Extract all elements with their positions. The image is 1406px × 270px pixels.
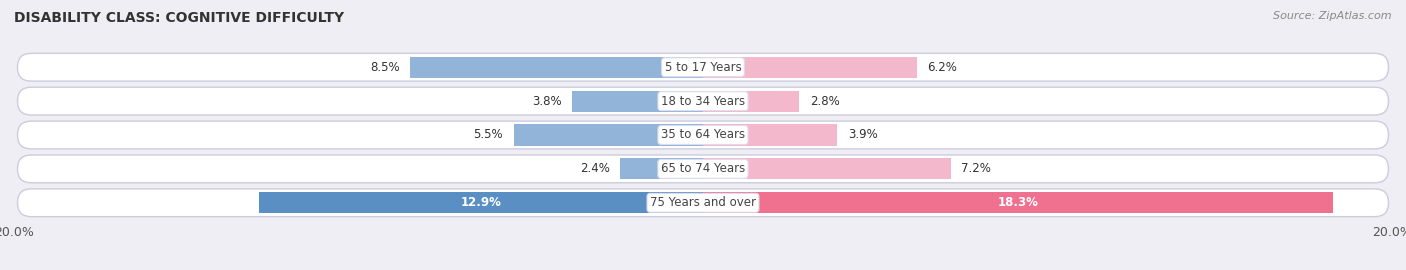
FancyBboxPatch shape bbox=[17, 189, 1389, 217]
Bar bbox=[703, 192, 1333, 213]
Bar bbox=[703, 91, 800, 112]
Text: 7.2%: 7.2% bbox=[962, 162, 991, 176]
Text: Source: ZipAtlas.com: Source: ZipAtlas.com bbox=[1274, 11, 1392, 21]
Bar bbox=[572, 91, 703, 112]
Text: 12.9%: 12.9% bbox=[460, 196, 502, 209]
Text: 5.5%: 5.5% bbox=[474, 129, 503, 141]
Text: 5 to 17 Years: 5 to 17 Years bbox=[665, 61, 741, 74]
Bar bbox=[703, 124, 838, 146]
Text: 35 to 64 Years: 35 to 64 Years bbox=[661, 129, 745, 141]
Bar bbox=[411, 57, 703, 78]
Text: 6.2%: 6.2% bbox=[927, 61, 956, 74]
Text: 3.9%: 3.9% bbox=[848, 129, 877, 141]
Text: 65 to 74 Years: 65 to 74 Years bbox=[661, 162, 745, 176]
Text: 3.8%: 3.8% bbox=[531, 94, 562, 108]
Text: 18 to 34 Years: 18 to 34 Years bbox=[661, 94, 745, 108]
Bar bbox=[620, 158, 703, 179]
Text: 75 Years and over: 75 Years and over bbox=[650, 196, 756, 209]
FancyBboxPatch shape bbox=[17, 121, 1389, 149]
Bar bbox=[703, 158, 950, 179]
Text: 2.4%: 2.4% bbox=[581, 162, 610, 176]
FancyBboxPatch shape bbox=[17, 87, 1389, 115]
Text: 18.3%: 18.3% bbox=[998, 196, 1039, 209]
Bar bbox=[703, 57, 917, 78]
FancyBboxPatch shape bbox=[17, 155, 1389, 183]
Bar bbox=[259, 192, 703, 213]
Bar bbox=[513, 124, 703, 146]
Text: 2.8%: 2.8% bbox=[810, 94, 839, 108]
FancyBboxPatch shape bbox=[17, 53, 1389, 81]
Text: DISABILITY CLASS: COGNITIVE DIFFICULTY: DISABILITY CLASS: COGNITIVE DIFFICULTY bbox=[14, 11, 344, 25]
Text: 8.5%: 8.5% bbox=[370, 61, 399, 74]
